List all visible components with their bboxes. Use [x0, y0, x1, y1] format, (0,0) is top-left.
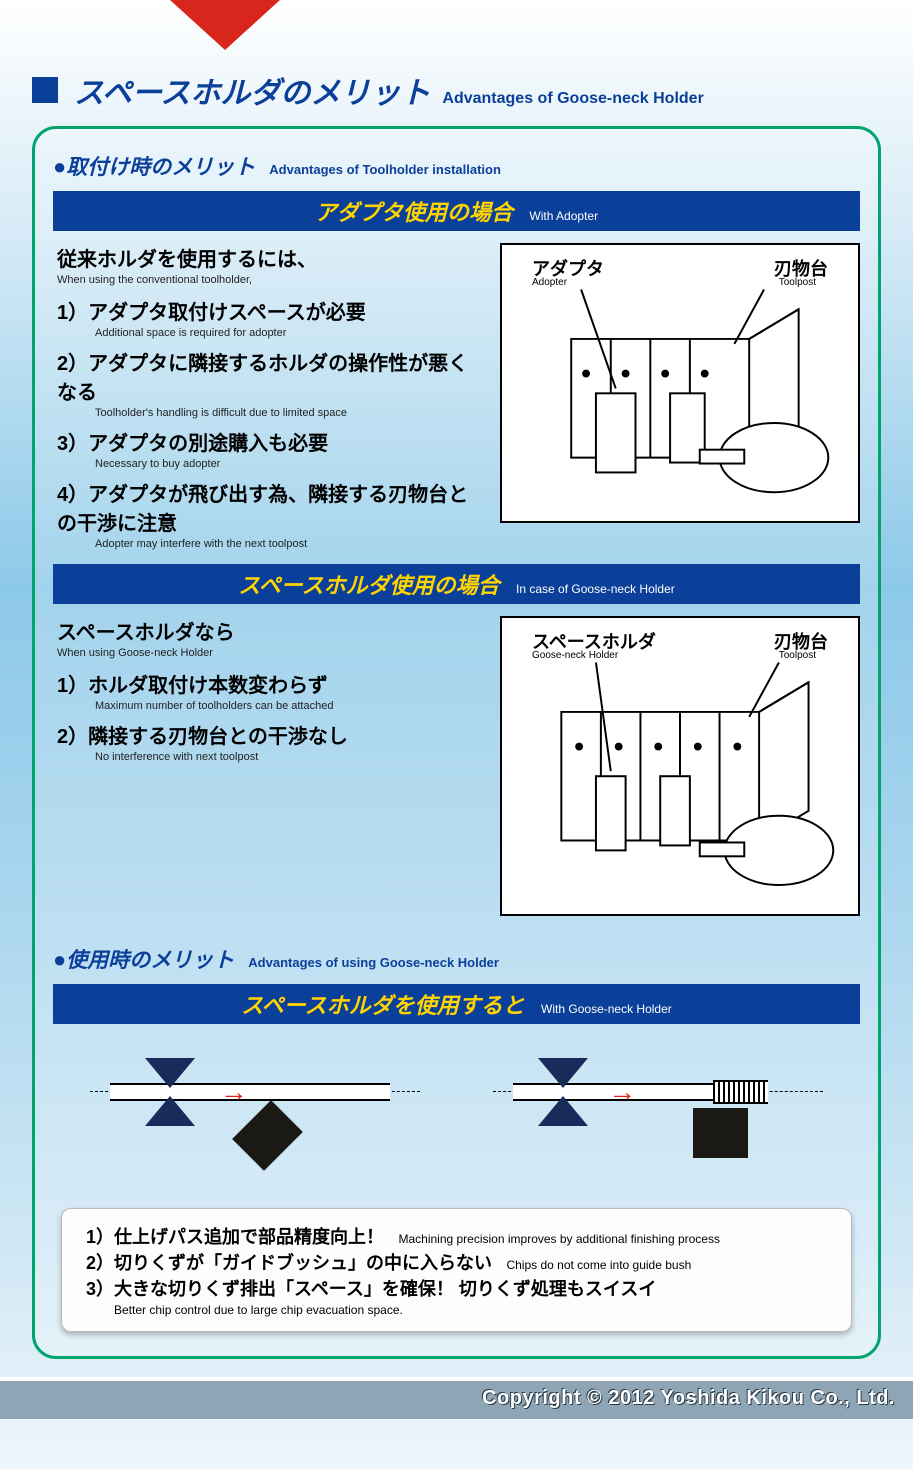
adapter-intro-jp: 従来ホルダを使用するには、	[57, 243, 478, 272]
spaceholder-bar-en: In case of Goose-neck Holder	[516, 582, 675, 596]
list-item: 1）アダプタ取付けスペースが必要 Additional space is req…	[57, 296, 478, 339]
list-item: 1）ホルダ取付け本数変わらず Maximum number of toolhol…	[57, 669, 478, 712]
copyright-text: Copyright © 2012 Yoshida Kikou Co., Ltd.	[482, 1387, 895, 1409]
spaceholder-diagram: スペースホルダ Goose-neck Holder 刃物台 Toolpost	[500, 616, 860, 916]
spaceholder-bar: スペースホルダ使用の場合 In case of Goose-neck Holde…	[53, 564, 860, 604]
copyright-bar: Copyright © 2012 Yoshida Kikou Co., Ltd.	[0, 1377, 913, 1419]
spaceholder-bar-jp: スペースホルダ使用の場合	[238, 573, 499, 598]
red-down-arrow	[170, 0, 280, 50]
main-title-jp: スペースホルダのメリット	[74, 68, 430, 112]
arrow-right-icon: →	[608, 1076, 636, 1108]
adapter-bar-jp: アダプタ使用の場合	[315, 200, 513, 225]
content-frame: ●取付け時のメリット Advantages of Toolholder inst…	[32, 126, 881, 1359]
square-bullet-icon	[32, 77, 58, 103]
adapter-diagram: アダプタ Adopter 刃物台 Toolpost	[500, 243, 860, 523]
section1-heading-jp: 取付け時のメリット	[66, 156, 255, 179]
section2-heading-en: Advantages of using Goose-neck Holder	[248, 955, 499, 970]
usage-bar-jp: スペースホルダを使用すると	[241, 993, 524, 1018]
adapter-row: 従来ホルダを使用するには、 When using the conventiona…	[53, 243, 860, 558]
section1-heading: ●取付け時のメリット Advantages of Toolholder inst…	[53, 151, 860, 181]
section1-heading-en: Advantages of Toolholder installation	[269, 162, 501, 177]
circle-bullet-icon: ●	[53, 947, 66, 972]
space-intro-jp: スペースホルダなら	[57, 616, 478, 645]
adapter-intro-en: When using the conventional toolholder,	[57, 274, 478, 286]
toolpost-icon	[502, 618, 858, 915]
list-item: 3）アダプタの別途購入も必要 Necessary to buy adopter	[57, 427, 478, 470]
section2-heading: ●使用時のメリット Advantages of using Goose-neck…	[53, 944, 860, 974]
adapter-bar: アダプタ使用の場合 With Adopter	[53, 191, 860, 231]
circle-bullet-icon: ●	[53, 154, 66, 179]
tool-left: →	[90, 1048, 420, 1188]
toolpost-icon	[502, 245, 858, 522]
list-item: 2）アダプタに隣接するホルダの操作性が悪くなる Toolholder's han…	[57, 347, 478, 419]
section2-heading-jp: 使用時のメリット	[66, 949, 234, 972]
benefits-card: 1）仕上げパス追加で部品精度向上！ Machining precision im…	[61, 1208, 852, 1332]
space-intro-en: When using Goose-neck Holder	[57, 647, 478, 659]
tool-illustrations: → →	[53, 1048, 860, 1188]
main-title-en: Advantages of Goose-neck Holder	[442, 90, 703, 108]
tool-right: →	[493, 1048, 823, 1188]
usage-bar-en: With Goose-neck Holder	[541, 1002, 672, 1016]
usage-bar: スペースホルダを使用すると With Goose-neck Holder	[53, 984, 860, 1024]
main-title: スペースホルダのメリット Advantages of Goose-neck Ho…	[32, 68, 913, 112]
list-item: 4）アダプタが飛び出す為、隣接する刃物台との干渉に注意 Adopter may …	[57, 478, 478, 550]
list-item: 1）仕上げパス追加で部品精度向上！ Machining precision im…	[86, 1223, 827, 1249]
arrow-right-icon: →	[220, 1076, 248, 1108]
list-item: 2）切りくずが「ガイドブッシュ」の中に入らない Chips do not com…	[86, 1249, 827, 1275]
adapter-bar-en: With Adopter	[529, 209, 598, 223]
spaceholder-row: スペースホルダなら When using Goose-neck Holder 1…	[53, 616, 860, 916]
list-item: 3）大きな切りくず排出「スペース」を確保！ 切りくず処理もスイスイ Better…	[86, 1275, 827, 1317]
list-item: 2）隣接する刃物台との干渉なし No interference with nex…	[57, 720, 478, 763]
